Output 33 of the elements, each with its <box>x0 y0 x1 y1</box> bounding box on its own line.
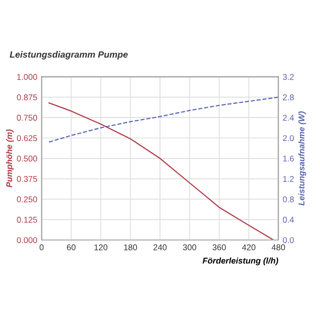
x-tick-label: 300 <box>182 244 196 250</box>
chart-title: Leistungsdiagramm Pumpe <box>10 51 128 60</box>
x-tick-label: 180 <box>124 244 138 250</box>
y-tick-label: 0.625 <box>16 135 38 142</box>
line-series <box>48 102 274 240</box>
y2-tick-label: 2.0 <box>282 135 294 142</box>
x-tick-label: 120 <box>94 244 108 250</box>
y-tick-label: 0.750 <box>16 114 38 121</box>
y-tick-label: 0.875 <box>16 94 38 100</box>
y2-tick-label: 0.0 <box>282 237 294 244</box>
y-tick-label: 0.375 <box>16 176 38 182</box>
y-tick-label: 0.125 <box>16 216 38 223</box>
x-tick-label: 240 <box>153 244 167 250</box>
y-tick-label: 0.250 <box>16 196 38 202</box>
x-tick-label: 480 <box>272 244 286 250</box>
y2-axis-title: Leistungsaufnahme (W) <box>298 111 306 206</box>
y2-tick-label: 0.4 <box>282 216 294 223</box>
x-tick-label: 60 <box>66 244 76 250</box>
x-tick-label: 0 <box>40 244 44 250</box>
x-tick-label: 420 <box>242 244 256 250</box>
y2-tick-label: 2.4 <box>282 114 294 121</box>
x-axis-title: Förderleistung (l/h) <box>202 257 278 266</box>
y-tick-label: 0.000 <box>16 237 38 244</box>
y2-tick-label: 3.2 <box>282 74 294 80</box>
y-tick-label: 0.500 <box>16 156 38 162</box>
line-series <box>48 96 278 143</box>
y2-tick-label: 1.6 <box>283 156 294 162</box>
y-axis-title: Pumphöhe (m) <box>6 129 14 188</box>
y-tick-label: 1.000 <box>17 74 38 80</box>
y2-tick-label: 1.2 <box>283 176 294 182</box>
y2-tick-label: 2.8 <box>282 94 294 100</box>
y2-tick-label: 0.8 <box>282 196 294 202</box>
x-tick-label: 360 <box>212 244 226 250</box>
